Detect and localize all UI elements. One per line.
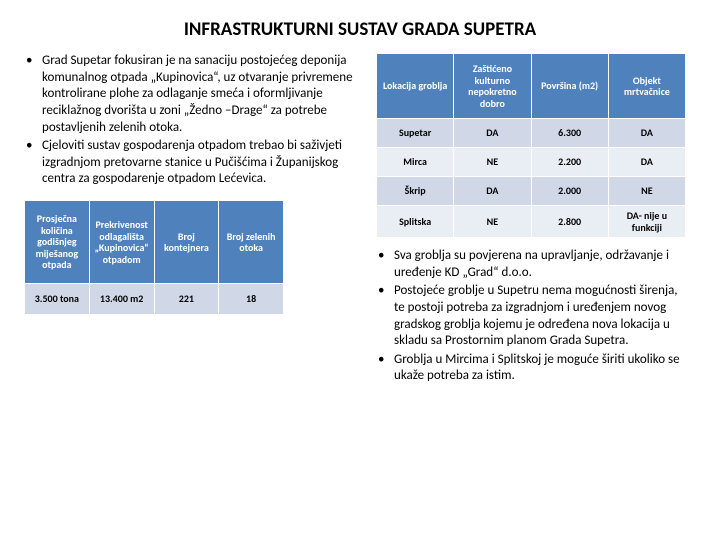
left-bullet-list: Grad Supetar fokusiran je na sanaciju po…: [24, 53, 364, 188]
cell: DA: [454, 177, 530, 205]
col-header: Lokacija groblja: [377, 54, 453, 118]
right-column: Lokacija groblja Zaštićeno kulturno nepo…: [376, 53, 696, 387]
cell: 221: [155, 284, 219, 314]
col-header: Zaštićeno kulturno nepokretno dobro: [454, 54, 530, 118]
list-item: Postojeće groblje u Supetru nema mogućno…: [376, 283, 686, 350]
waste-table: Prosječna količina godišnjeg miješanog o…: [24, 200, 284, 315]
col-header: Objekt mrtvačnice: [609, 54, 685, 118]
table-row: Splitska NE 2.800 DA- nije u funkciji: [377, 206, 685, 237]
col-header: Prekrivenost odlagališta „Kupinovica“ ot…: [90, 201, 154, 283]
table-row: Škrip DA 2.000 NE: [377, 177, 685, 205]
cell: Škrip: [377, 177, 453, 205]
table-row: Mirca NE 2.200 DA: [377, 148, 685, 176]
cell: DA: [609, 148, 685, 176]
cell: 13.400 m2: [90, 284, 154, 314]
cell: DA: [454, 119, 530, 147]
cell: 2.000: [532, 177, 608, 205]
cell: NE: [609, 177, 685, 205]
cell: Splitska: [377, 206, 453, 237]
table-header-row: Prosječna količina godišnjeg miješanog o…: [25, 201, 283, 283]
cell: 18: [219, 284, 283, 314]
right-table: Lokacija groblja Zaštićeno kulturno nepo…: [376, 53, 686, 238]
cell: DA- nije u funkciji: [609, 206, 685, 237]
cell: DA: [609, 119, 685, 147]
two-column-layout: Grad Supetar fokusiran je na sanaciju po…: [24, 53, 696, 387]
cell: NE: [454, 148, 530, 176]
list-item: Sva groblja su povjerena na upravljanje,…: [376, 248, 686, 281]
list-item: Groblja u Mircima i Splitskoj je moguće …: [376, 352, 686, 385]
table-row: 3.500 tona 13.400 m2 221 18: [25, 284, 283, 314]
cell: NE: [454, 206, 530, 237]
page-title: INFRASTRUKTURNI SUSTAV GRADA SUPETRA: [24, 18, 696, 41]
cell: Mirca: [377, 148, 453, 176]
right-bullet-list: Sva groblja su povjerena na upravljanje,…: [376, 248, 686, 385]
left-column: Grad Supetar fokusiran je na sanaciju po…: [24, 53, 364, 387]
table-header-row: Lokacija groblja Zaštićeno kulturno nepo…: [377, 54, 685, 118]
slide: INFRASTRUKTURNI SUSTAV GRADA SUPETRA Gra…: [0, 0, 720, 540]
col-header: Broj zelenih otoka: [219, 201, 283, 283]
table-row: Supetar DA 6.300 DA: [377, 119, 685, 147]
col-header: Prosječna količina godišnjeg miješanog o…: [25, 201, 89, 283]
list-item: Grad Supetar fokusiran je na sanaciju po…: [24, 53, 364, 136]
left-table: Prosječna količina godišnjeg miješanog o…: [24, 200, 284, 315]
cell: 2.200: [532, 148, 608, 176]
cell: Supetar: [377, 119, 453, 147]
cell: 2.800: [532, 206, 608, 237]
col-header: Površina (m2): [532, 54, 608, 118]
col-header: Broj kontejnera: [155, 201, 219, 283]
list-item: Cjeloviti sustav gospodarenja otpadom tr…: [24, 138, 364, 188]
cemetery-table: Lokacija groblja Zaštićeno kulturno nepo…: [376, 53, 686, 238]
cell: 6.300: [532, 119, 608, 147]
cell: 3.500 tona: [25, 284, 89, 314]
